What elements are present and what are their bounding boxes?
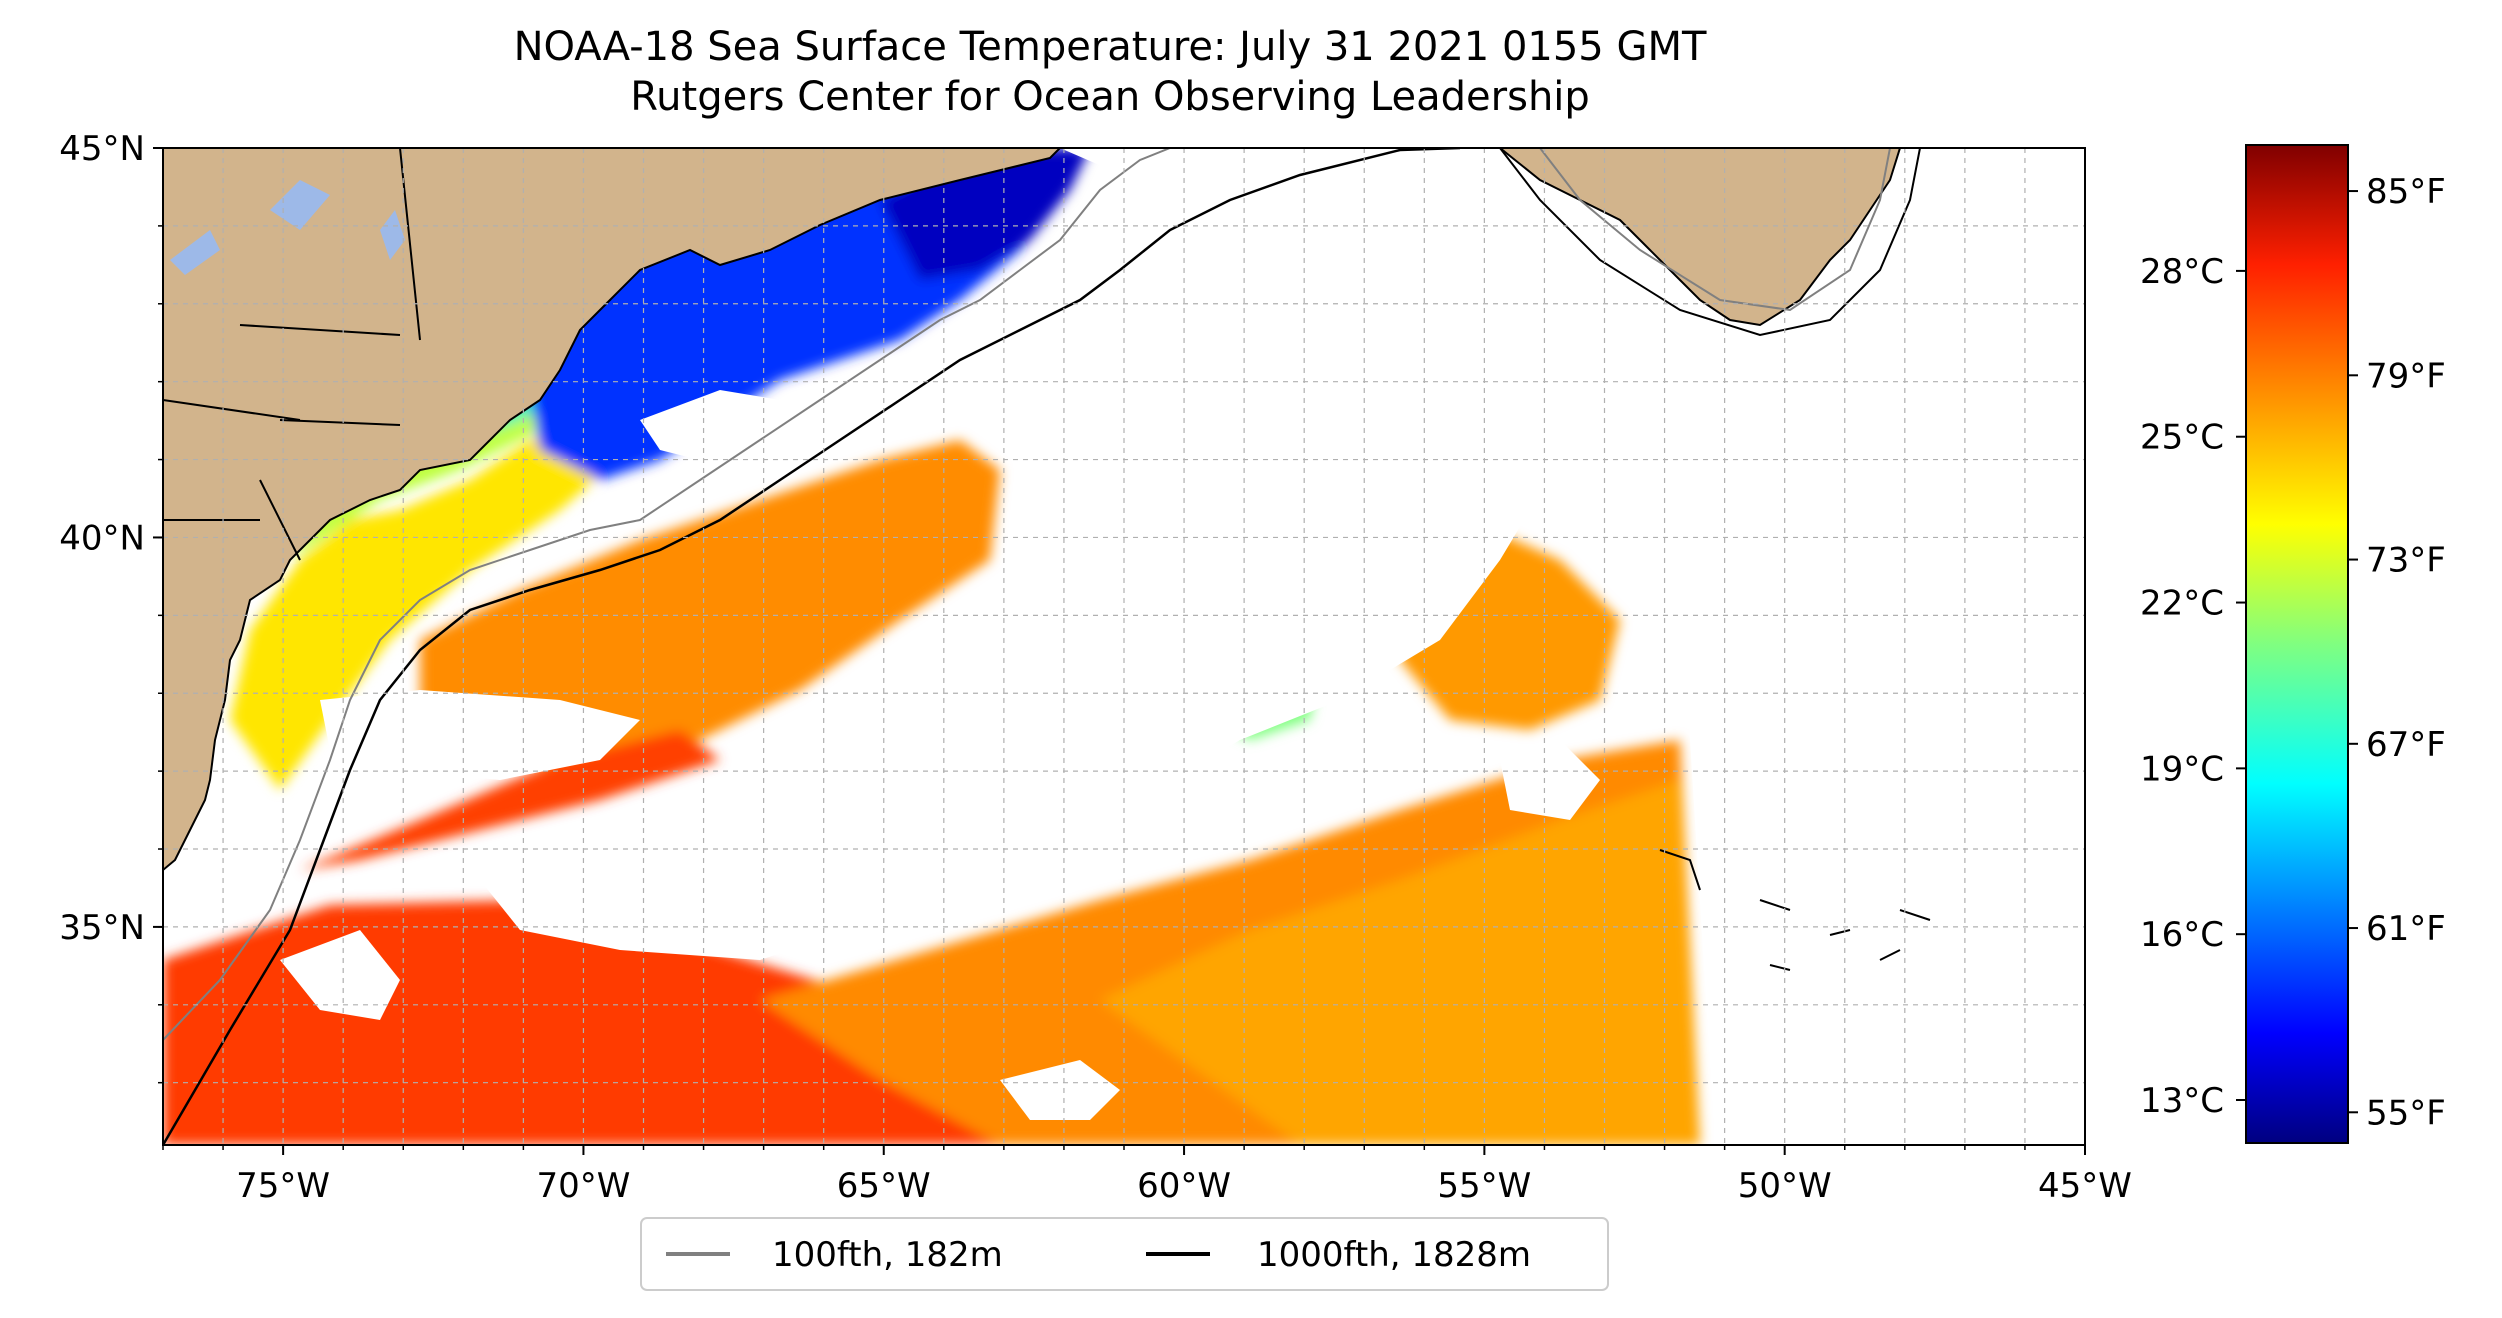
colorbar-f-tick-label: 73°F [2366, 541, 2446, 581]
map-area [163, 148, 2085, 1145]
colorbar-c-tick-label: 25°C [2140, 418, 2224, 458]
colorbar-f-tick-label: 79°F [2366, 356, 2446, 396]
map-title: NOAA-18 Sea Surface Temperature: July 31… [513, 24, 1707, 70]
lat-tick-label: 40°N [59, 518, 145, 558]
lat-ticks: 45°N 40°N 35°N [59, 129, 163, 1084]
lon-tick-label: 55°W [1437, 1166, 1531, 1206]
lon-tick-label: 75°W [236, 1166, 330, 1206]
legend-label-100fth: 100fth, 182m [772, 1235, 1003, 1275]
colorbar-c-tick-label: 22°C [2140, 584, 2224, 624]
title-block: NOAA-18 Sea Surface Temperature: July 31… [0, 22, 2220, 122]
contour-1000fth [163, 148, 1461, 1145]
map-subtitle: Rutgers Center for Ocean Observing Leade… [630, 74, 1590, 120]
lon-tick-label: 50°W [1738, 1166, 1832, 1206]
lat-tick-label: 35°N [59, 908, 145, 948]
contours [163, 148, 1931, 1145]
legend-label-1000fth: 1000fth, 1828m [1257, 1235, 1531, 1275]
contour-100fth [163, 148, 1171, 1041]
cloud-mask [280, 148, 2085, 1145]
colorbar-f-tick-label: 61°F [2366, 909, 2446, 949]
lon-tick-label: 60°W [1137, 1166, 1231, 1206]
lon-tick-label: 70°W [536, 1166, 630, 1206]
lon-tick-label: 45°W [2038, 1166, 2132, 1206]
colorbar: 28°C 25°C 22°C 19°C 16°C 13°C 85°F 79°F 73°F 67°… [2140, 144, 2446, 1144]
colorbar-f-tick-label: 55°F [2366, 1093, 2446, 1133]
colorbar-c-tick-label: 13°C [2140, 1081, 2224, 1121]
colorbar-f-tick-label: 85°F [2366, 172, 2446, 212]
lon-tick-label: 65°W [837, 1166, 931, 1206]
gridlines [163, 148, 2085, 1145]
lat-tick-label: 45°N [59, 129, 145, 169]
colorbar-celsius-ticks: 28°C 25°C 22°C 19°C 16°C 13°C [2140, 252, 2246, 1121]
colorbar-f-tick-label: 67°F [2366, 725, 2446, 765]
colorbar-c-tick-label: 28°C [2140, 252, 2224, 292]
legend-box [640, 1217, 1609, 1291]
colorbar-gradient [2245, 144, 2349, 1144]
legend: 100fth, 182m 1000fth, 1828m [640, 1217, 1609, 1291]
colorbar-fahrenheit-ticks: 85°F 79°F 73°F 67°F 61°F 55°F [2348, 172, 2446, 1133]
lon-ticks: 75°W 70°W 65°W 60°W 55°W 50°W 45°W [162, 1145, 2132, 1206]
colorbar-c-tick-label: 19°C [2140, 749, 2224, 789]
colorbar-c-tick-label: 16°C [2140, 915, 2224, 955]
